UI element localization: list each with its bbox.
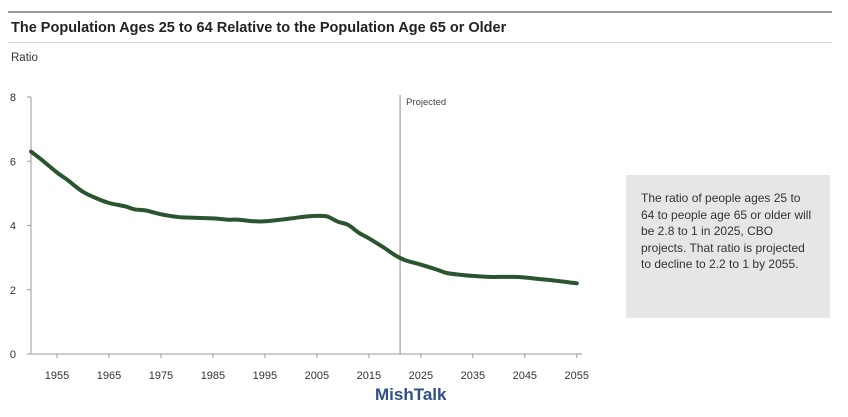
y-axis: 0 2 4 6 8 — [10, 92, 32, 361]
y-tick-label: 8 — [10, 92, 16, 104]
x-tick-label: 2015 — [357, 370, 381, 382]
x-axis: 1955 1965 1975 1985 1995 2005 2015 2025 2035 2045… — [31, 353, 589, 382]
annotation-box: The ratio of people ages 25 to 64 to peo… — [626, 175, 830, 318]
x-tick-label: 1985 — [201, 370, 225, 382]
y-tick-label: 0 — [10, 349, 16, 361]
x-tick-label: 2045 — [513, 370, 537, 382]
series-line — [29, 149, 579, 286]
y-tick-label: 2 — [10, 285, 16, 297]
x-tick-label: 1955 — [45, 370, 69, 382]
projection-marker: Projected — [399, 95, 446, 354]
annotation-text: The ratio of people ages 25 to 64 to peo… — [641, 191, 812, 272]
y-tick-label: 4 — [10, 221, 16, 233]
x-tick-label: 2005 — [305, 370, 329, 382]
x-tick-label: 2025 — [409, 370, 433, 382]
top-rule — [8, 11, 832, 13]
y-axis-label: Ratio — [11, 52, 38, 64]
projection-label: Projected — [406, 97, 446, 108]
x-tick-label: 2035 — [461, 370, 485, 382]
x-tick-label: 1975 — [149, 370, 173, 382]
watermark-logo: MishTalk — [375, 385, 447, 404]
x-tick-label: 1995 — [253, 370, 277, 382]
y-tick-label: 6 — [10, 156, 16, 168]
series-group — [29, 149, 579, 286]
chart-title: The Population Ages 25 to 64 Relative to… — [11, 20, 507, 36]
x-tick-label: 2055 — [565, 370, 589, 382]
x-tick-label: 1965 — [97, 370, 121, 382]
title-divider — [8, 42, 832, 43]
